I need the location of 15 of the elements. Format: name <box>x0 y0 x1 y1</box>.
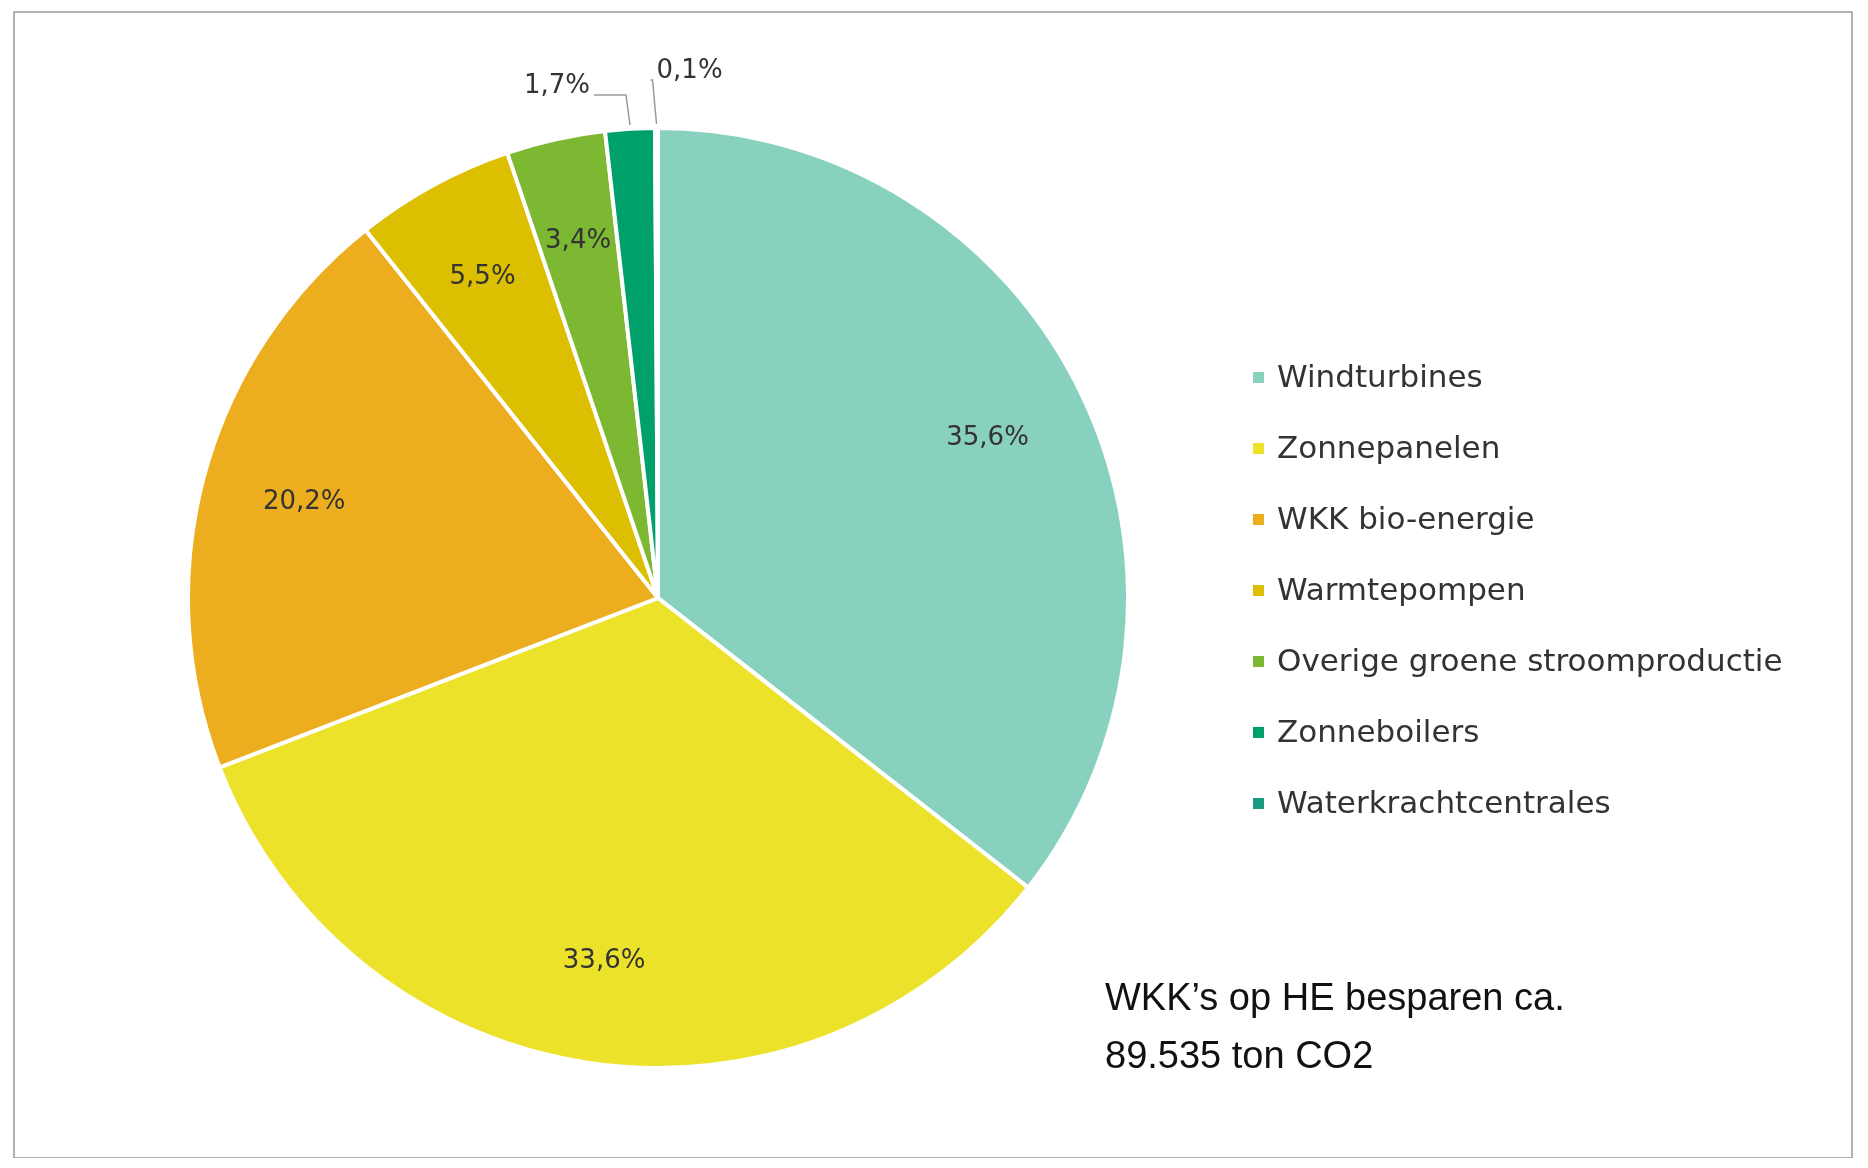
legend-label: Overige groene stroomproductie <box>1277 641 1783 678</box>
legend-label: Waterkrachtcentrales <box>1277 783 1611 820</box>
legend-label: Windturbines <box>1277 357 1483 394</box>
data-label: 0,1% <box>656 54 723 84</box>
data-label: 5,5% <box>449 259 516 290</box>
data-label: 33,6% <box>562 944 646 975</box>
text: WKK’s op HE besparen ca. 89.535 ton CO2 <box>1105 976 1565 1076</box>
legend-label: Zonnepanelen <box>1277 428 1501 465</box>
legend-label: Zonneboilers <box>1277 712 1480 749</box>
data-label: 3,4% <box>545 223 612 254</box>
legend-label: Warmtepompen <box>1277 570 1526 607</box>
data-label: 1,7% <box>523 69 590 99</box>
data-label: 35,6% <box>946 420 1029 451</box>
legend-label: WKK bio-energie <box>1277 499 1535 536</box>
data-label: 20,2% <box>262 485 346 516</box>
